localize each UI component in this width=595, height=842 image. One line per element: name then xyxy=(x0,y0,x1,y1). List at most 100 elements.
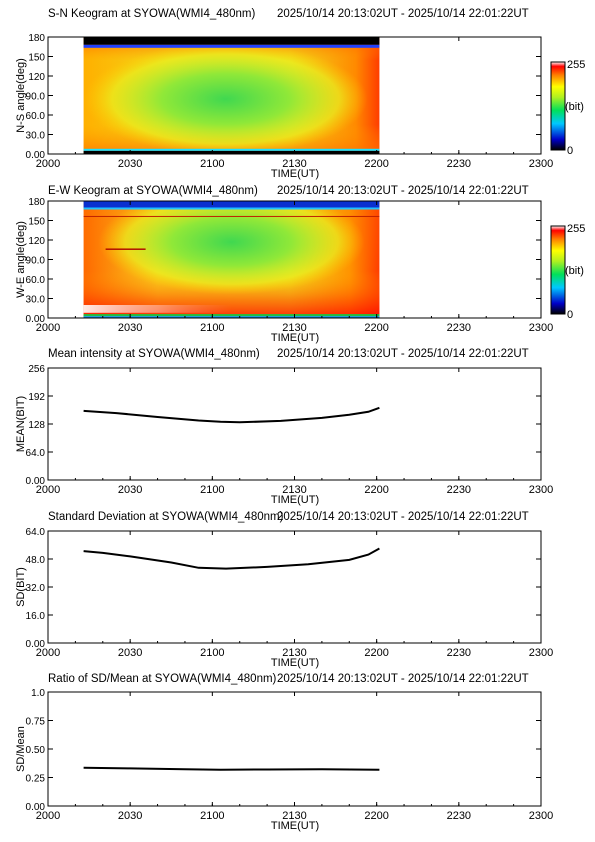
plot-frame xyxy=(47,691,542,807)
x-tick-label: 2100 xyxy=(200,158,224,170)
y-tick-label: 0.00 xyxy=(26,639,46,650)
y-tick-label: 0.00 xyxy=(26,802,46,813)
x-tick-label: 2230 xyxy=(447,484,471,496)
keogram-bright-region xyxy=(83,305,380,313)
y-tick-label: 1.0 xyxy=(31,688,45,699)
time-range: 2025/10/14 20:13:02UT - 2025/10/14 22:01… xyxy=(277,185,529,197)
y-tick-label: 180 xyxy=(28,33,45,44)
y-tick-label: 120 xyxy=(28,236,45,247)
y-axis-label: N-S angle(deg) xyxy=(15,58,27,133)
x-tick-label: 2130 xyxy=(282,647,306,659)
y-tick-label: 16.0 xyxy=(26,611,46,622)
colorbar-scale xyxy=(550,225,566,315)
y-tick-label: 48.0 xyxy=(26,555,46,566)
y-axis-label: SD/Mean xyxy=(15,726,27,772)
series-line xyxy=(83,406,380,424)
colorbar-scale xyxy=(550,61,566,151)
panel-5: Ratio of SD/Mean at SYOWA(WMI4_480nm) 202… xyxy=(15,673,553,832)
y-tick-label: 32.0 xyxy=(26,583,46,594)
keogram-edge-band xyxy=(83,314,380,318)
colorbar-unit-label: (bit) xyxy=(565,265,584,277)
x-tick-label: 2030 xyxy=(118,810,142,822)
time-range: 2025/10/14 20:13:02UT - 2025/10/14 22:01… xyxy=(277,348,529,360)
series-line xyxy=(83,547,380,570)
panel-title: Mean intensity at SYOWA(WMI4_480nm) xyxy=(48,348,260,360)
y-tick-label: 30.0 xyxy=(26,131,46,142)
y-tick-label: 0.00 xyxy=(26,314,46,325)
time-range: 2025/10/14 20:13:02UT - 2025/10/14 22:01… xyxy=(277,673,529,685)
x-axis-label: TIME(UT) xyxy=(271,820,319,832)
y-tick-label: 128 xyxy=(28,420,45,431)
y-axis-label: MEAN(BIT) xyxy=(15,396,27,452)
y-tick-label: 180 xyxy=(28,197,45,208)
series-line xyxy=(83,766,380,771)
keogram-edge-band xyxy=(83,148,380,151)
x-tick-label: 2300 xyxy=(529,810,553,822)
x-axis-label: TIME(UT) xyxy=(271,657,319,669)
panel-3: Mean intensity at SYOWA(WMI4_480nm) 2025/… xyxy=(15,348,553,506)
x-tick-label: 2200 xyxy=(364,158,388,170)
x-tick-label: 2200 xyxy=(364,322,388,334)
y-tick-label: 0.50 xyxy=(26,745,46,756)
y-tick-label: 64.0 xyxy=(26,448,46,459)
panel-1: S-N Keogram at SYOWA(WMI4_480nm) 2025/10/… xyxy=(15,8,585,180)
x-tick-label: 2130 xyxy=(282,810,306,822)
y-tick-label: 64.0 xyxy=(26,527,46,538)
x-tick-label: 2200 xyxy=(364,647,388,659)
y-tick-label: 120 xyxy=(28,72,45,83)
keogram-edge-band xyxy=(83,316,380,319)
panel-title: Ratio of SD/Mean at SYOWA(WMI4_480nm) xyxy=(48,673,277,685)
x-tick-label: 2300 xyxy=(529,484,553,496)
panel-title: E-W Keogram at SYOWA(WMI4_480nm) xyxy=(48,185,258,197)
x-tick-label: 2100 xyxy=(200,647,224,659)
x-tick-label: 2130 xyxy=(282,158,306,170)
keogram-center-region xyxy=(83,201,380,318)
x-tick-label: 2100 xyxy=(200,810,224,822)
x-tick-label: 2030 xyxy=(118,647,142,659)
x-tick-label: 2230 xyxy=(447,158,471,170)
y-tick-label: 30.0 xyxy=(26,295,46,306)
y-tick-label: 0.25 xyxy=(26,774,46,785)
x-tick-label: 2000 xyxy=(36,810,60,822)
panel-title: S-N Keogram at SYOWA(WMI4_480nm) xyxy=(48,8,255,20)
x-tick-label: 2000 xyxy=(36,158,60,170)
keogram-image xyxy=(83,201,380,319)
x-tick-label: 2300 xyxy=(529,158,553,170)
plot-frame xyxy=(47,530,542,644)
x-tick-label: 2230 xyxy=(447,322,471,334)
panel-2: E-W Keogram at SYOWA(WMI4_480nm) 2025/10/… xyxy=(15,185,585,344)
colorbar-min-label: 0 xyxy=(567,309,573,321)
keogram-mask-top xyxy=(83,201,380,208)
colorbar: 255 0 (bit) xyxy=(550,223,585,321)
x-tick-label: 2230 xyxy=(447,810,471,822)
x-tick-label: 2300 xyxy=(529,647,553,659)
colorbar: 255 0 (bit) xyxy=(550,59,585,157)
panel-4: Standard Deviation at SYOWA(WMI4_480nm)2… xyxy=(15,511,553,669)
colorbar-max-label: 255 xyxy=(567,59,585,71)
colorbar-unit-label: (bit) xyxy=(565,101,584,113)
y-tick-label: 90.0 xyxy=(26,256,46,267)
x-tick-label: 2030 xyxy=(118,158,142,170)
x-tick-label: 2000 xyxy=(36,322,60,334)
x-tick-label: 2000 xyxy=(36,484,60,496)
y-tick-label: 0.00 xyxy=(26,476,46,487)
x-tick-label: 2100 xyxy=(200,484,224,496)
x-tick-label: 2200 xyxy=(364,810,388,822)
y-tick-label: 192 xyxy=(28,392,45,403)
y-axis-label: SD(BIT) xyxy=(15,567,27,607)
time-range: 2025/10/14 20:13:02UT - 2025/10/14 22:01… xyxy=(277,8,529,20)
y-tick-label: 0.00 xyxy=(26,150,46,161)
colorbar-max-label: 255 xyxy=(567,223,585,235)
y-axis-label: W-E angle(deg) xyxy=(15,221,27,298)
plot-frame xyxy=(47,367,542,481)
keogram-edge-band xyxy=(83,207,380,210)
x-axis-label: TIME(UT) xyxy=(271,494,319,506)
x-tick-label: 2030 xyxy=(118,322,142,334)
x-tick-label: 2000 xyxy=(36,647,60,659)
x-tick-label: 2230 xyxy=(447,647,471,659)
y-tick-label: 150 xyxy=(28,53,45,64)
y-tick-label: 60.0 xyxy=(26,111,46,122)
x-tick-label: 2130 xyxy=(282,484,306,496)
y-tick-label: 60.0 xyxy=(26,275,46,286)
